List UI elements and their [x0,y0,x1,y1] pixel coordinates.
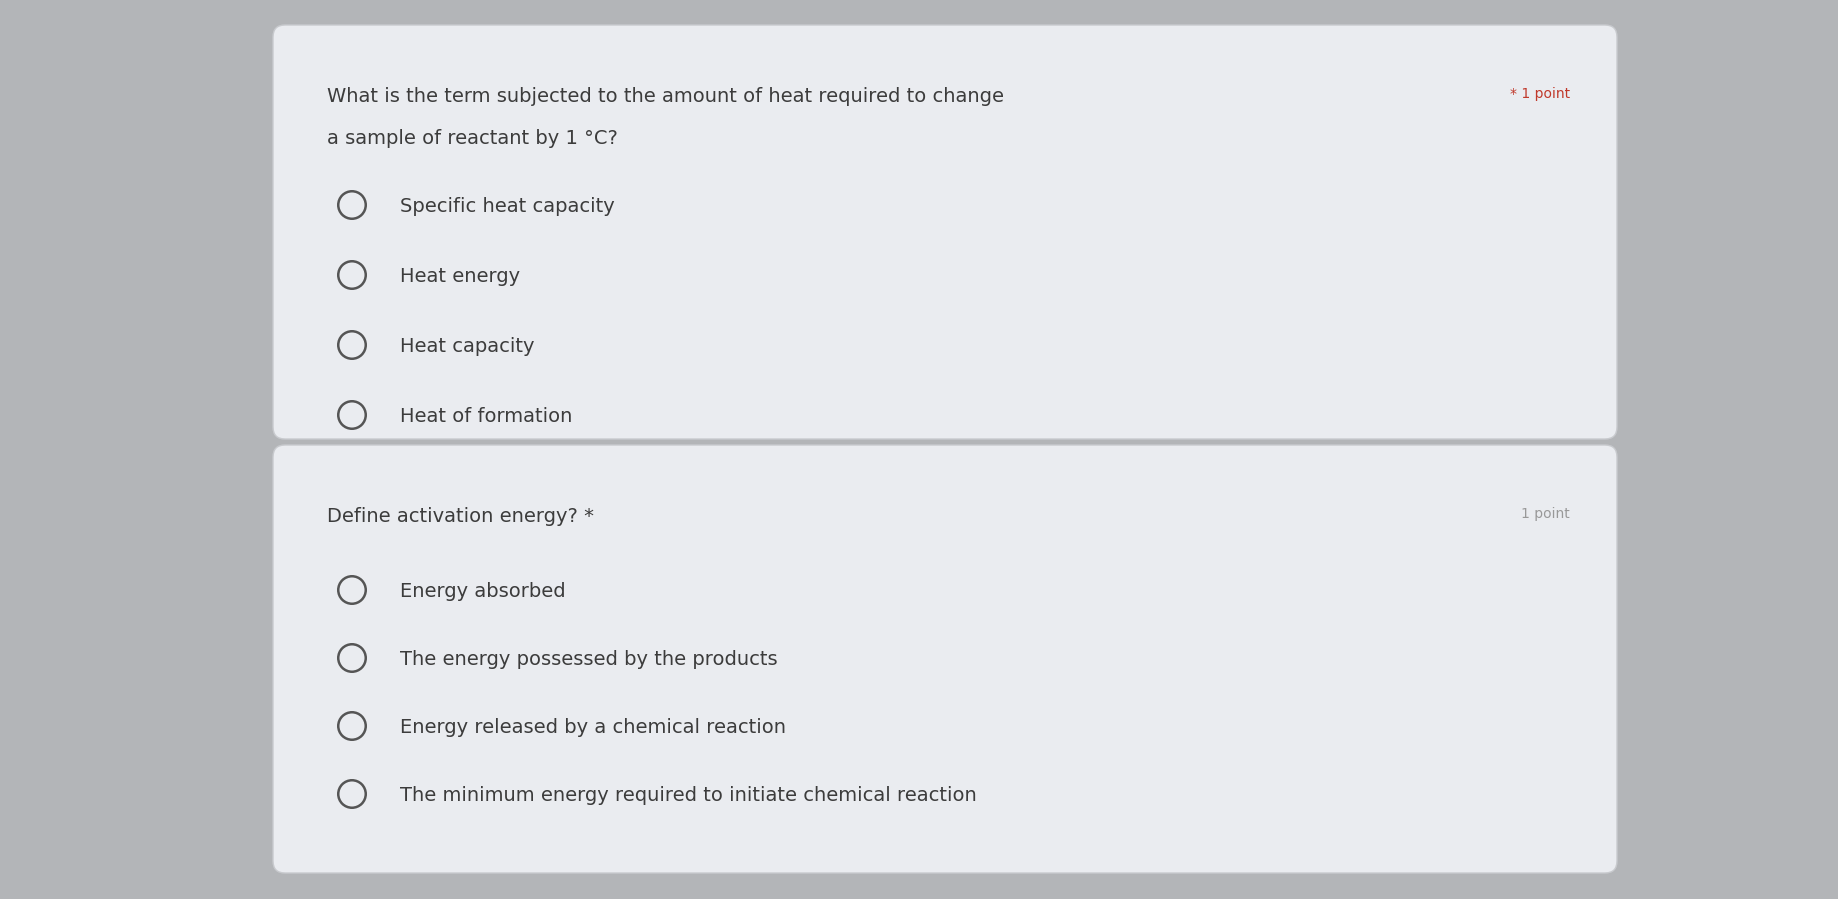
Point [338,268,368,282]
Point [338,787,368,801]
Point [338,651,368,665]
Point [338,338,368,352]
FancyBboxPatch shape [274,445,1617,873]
Text: Energy released by a chemical reaction: Energy released by a chemical reaction [401,718,787,737]
Text: * 1 point: * 1 point [1509,87,1570,101]
Point [338,198,368,212]
Text: Heat of formation: Heat of formation [401,407,572,426]
Text: What is the term subjected to the amount of heat required to change: What is the term subjected to the amount… [327,87,1004,106]
Text: Energy absorbed: Energy absorbed [401,582,566,601]
Text: The energy possessed by the products: The energy possessed by the products [401,650,777,669]
Text: Heat energy: Heat energy [401,267,520,286]
Point [338,719,368,734]
Text: Define activation energy? *: Define activation energy? * [327,507,594,526]
Text: The minimum energy required to initiate chemical reaction: The minimum energy required to initiate … [401,786,976,805]
Text: a sample of reactant by 1 °C?: a sample of reactant by 1 °C? [327,129,618,148]
Point [338,408,368,423]
FancyBboxPatch shape [274,25,1617,439]
Text: Specific heat capacity: Specific heat capacity [401,197,614,216]
Text: Heat capacity: Heat capacity [401,337,535,356]
Point [338,583,368,597]
Text: 1 point: 1 point [1522,507,1570,521]
